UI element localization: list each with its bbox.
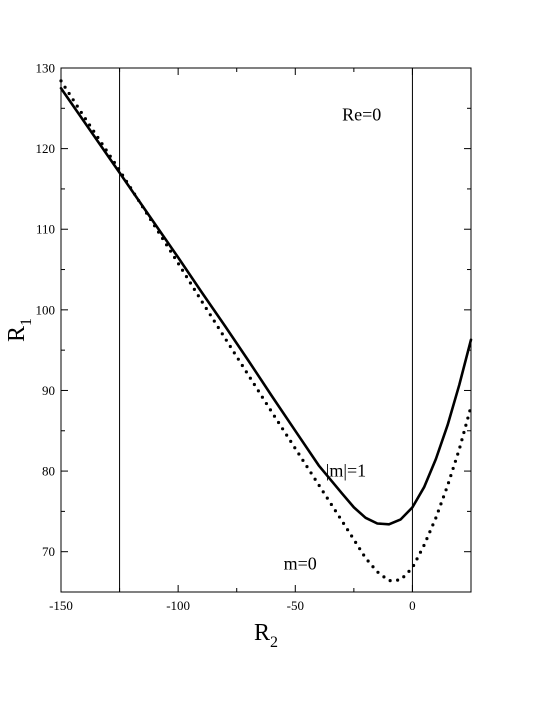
x-tick-label: -100 — [166, 598, 190, 613]
x-tick-label: -150 — [49, 598, 73, 613]
annotation-1: |m|=1 — [326, 461, 366, 481]
x-tick-label: -50 — [287, 598, 304, 613]
x-tick-label: 0 — [409, 598, 416, 613]
series-line-1 — [59, 79, 473, 583]
y-tick-label: 120 — [36, 141, 56, 156]
y-axis-label: R1 — [4, 318, 35, 342]
plot-frame — [60, 67, 472, 593]
series-line-0 — [59, 86, 473, 526]
ticks — [60, 67, 472, 593]
x-axis-label: R2 — [254, 620, 278, 651]
y-tick-label: 100 — [36, 302, 56, 317]
plot-content — [59, 68, 473, 592]
y-tick-label: 80 — [42, 464, 55, 479]
annotation-2: m=0 — [284, 553, 317, 573]
annotation-0: Re=0 — [342, 104, 381, 124]
y-tick-label: 70 — [42, 544, 55, 559]
y-tick-label: 90 — [42, 383, 55, 398]
y-tick-label: 130 — [36, 61, 56, 76]
y-tick-label: 110 — [36, 222, 55, 237]
annotations: Re=0 |m|=1 m=0 — [284, 104, 382, 573]
tick-labels: -150 -100 -50 0 70 80 90 100 110 120 130 — [36, 61, 416, 614]
